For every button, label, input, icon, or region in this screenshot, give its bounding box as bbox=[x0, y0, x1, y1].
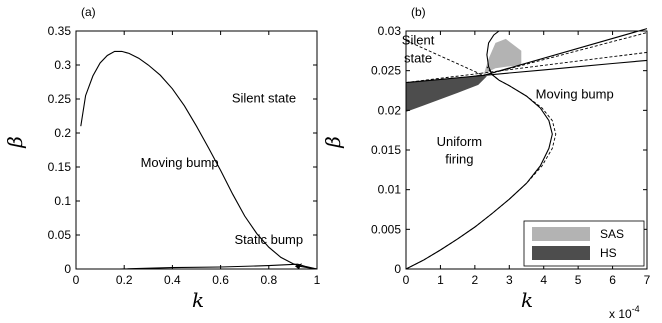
panel-a-series-1-line bbox=[80, 50, 318, 270]
panel-a-y-tick-label: 0 bbox=[64, 262, 71, 276]
panel-a-annotation: Moving bump bbox=[141, 155, 219, 170]
panel-b-annotation: state bbox=[404, 51, 432, 66]
panel-b-region-sas bbox=[483, 38, 522, 76]
panel-b-x-tick-label: 4 bbox=[540, 273, 547, 287]
panel-a-x-tick-label: 1 bbox=[314, 273, 321, 287]
panel-b-y-tick-label: 0.03 bbox=[378, 24, 402, 38]
panel-b-y-tick-label: 0.025 bbox=[371, 64, 401, 78]
panel-b-series-6-line bbox=[405, 59, 648, 84]
panel-b-x-tick-label: 6 bbox=[609, 273, 616, 287]
panel-a-annotation: Static bump bbox=[234, 232, 303, 247]
panel-b-annotation: Silent bbox=[402, 32, 435, 47]
panel-b-x-tick-label: 1 bbox=[437, 273, 444, 287]
panel-a-x-tick-label: 0.8 bbox=[260, 273, 277, 287]
panel-a-y-tick-label: 0.25 bbox=[48, 92, 72, 106]
panel-a-annotation: Silent state bbox=[232, 90, 296, 105]
panel-b-annotation: Uniform bbox=[437, 134, 483, 149]
panel-b-x-tick-label: 2 bbox=[472, 273, 479, 287]
panel-b-legend-label-sas: SAS bbox=[600, 227, 624, 241]
panel-a-x-tick-label: 0.4 bbox=[164, 273, 181, 287]
panel-b-x-multiplier-base: x 10 bbox=[609, 307, 632, 321]
panel-b-legend-swatch-sas bbox=[532, 227, 590, 241]
panel-b-y-tick-label: 0 bbox=[394, 262, 401, 276]
panel-a-chart: (a) k β 0 0.2 0.4 0.6 0.8 1 0 0.05 0.1 0.15 0.2 0.2… bbox=[3, 5, 321, 312]
panel-a-series-2-line bbox=[119, 263, 318, 270]
panel-a-y-tick-label: 0.2 bbox=[54, 126, 71, 140]
panel-b-legend-swatch-hs bbox=[532, 246, 590, 260]
panel-b-series-5-line bbox=[483, 28, 648, 76]
panel-b-annotation: Moving bump bbox=[536, 86, 614, 101]
panel-b-chart: (b) k β x 10-4 0 1 2 3 4 5 6 7 0 0.005 0.01 0.015 0.… bbox=[321, 5, 651, 321]
panel-b-x-tick-label: 3 bbox=[506, 273, 513, 287]
panel-b-ylabel: β bbox=[321, 136, 345, 149]
panel-b-y-tick-label: 0.02 bbox=[378, 103, 402, 117]
panel-a-y-tick-label: 0.1 bbox=[54, 194, 71, 208]
panel-a-static-bump-arrowhead bbox=[294, 263, 302, 270]
panel-b-y-tick-label: 0.015 bbox=[371, 143, 401, 157]
panel-b-x-multiplier: x 10-4 bbox=[609, 304, 640, 321]
panel-a-x-tick-label: 0.6 bbox=[212, 273, 229, 287]
panel-b-series-2-line bbox=[405, 66, 557, 270]
panel-a-y-tick-label: 0.3 bbox=[54, 58, 71, 72]
panel-b-xlabel: k bbox=[521, 288, 533, 312]
panel-a-x-tick-label: 0.2 bbox=[116, 273, 133, 287]
panel-b-x-multiplier-exp: -4 bbox=[632, 304, 640, 314]
panel-a-y-tick-label: 0.05 bbox=[48, 228, 72, 242]
panel-b-series-3-line bbox=[405, 51, 648, 84]
panel-a-xlabel: k bbox=[192, 288, 204, 312]
panel-b-series-4-line bbox=[405, 32, 648, 76]
panel-b-x-tick-label: 0 bbox=[403, 273, 410, 287]
panel-b-legend-label-hs: HS bbox=[600, 246, 617, 260]
panel-a-y-tick-label: 0.15 bbox=[48, 160, 72, 174]
panel-a-y-tick-label: 0.35 bbox=[48, 24, 72, 38]
panel-a-plot-frame bbox=[75, 30, 318, 270]
panel-b-region-hs bbox=[406, 74, 487, 112]
panel-b-label: (b) bbox=[411, 5, 426, 19]
panel-b-y-tick-label: 0.01 bbox=[378, 183, 402, 197]
panel-a-x-tick-label: 0 bbox=[73, 273, 80, 287]
panel-b-annotation: firing bbox=[445, 151, 473, 166]
panel-b-x-tick-label: 7 bbox=[644, 273, 651, 287]
panel-a-ylabel: β bbox=[3, 136, 27, 149]
panel-b-y-tick-label: 0.005 bbox=[371, 222, 401, 236]
panel-a-label: (a) bbox=[81, 5, 96, 19]
panel-b-x-tick-label: 5 bbox=[575, 273, 582, 287]
